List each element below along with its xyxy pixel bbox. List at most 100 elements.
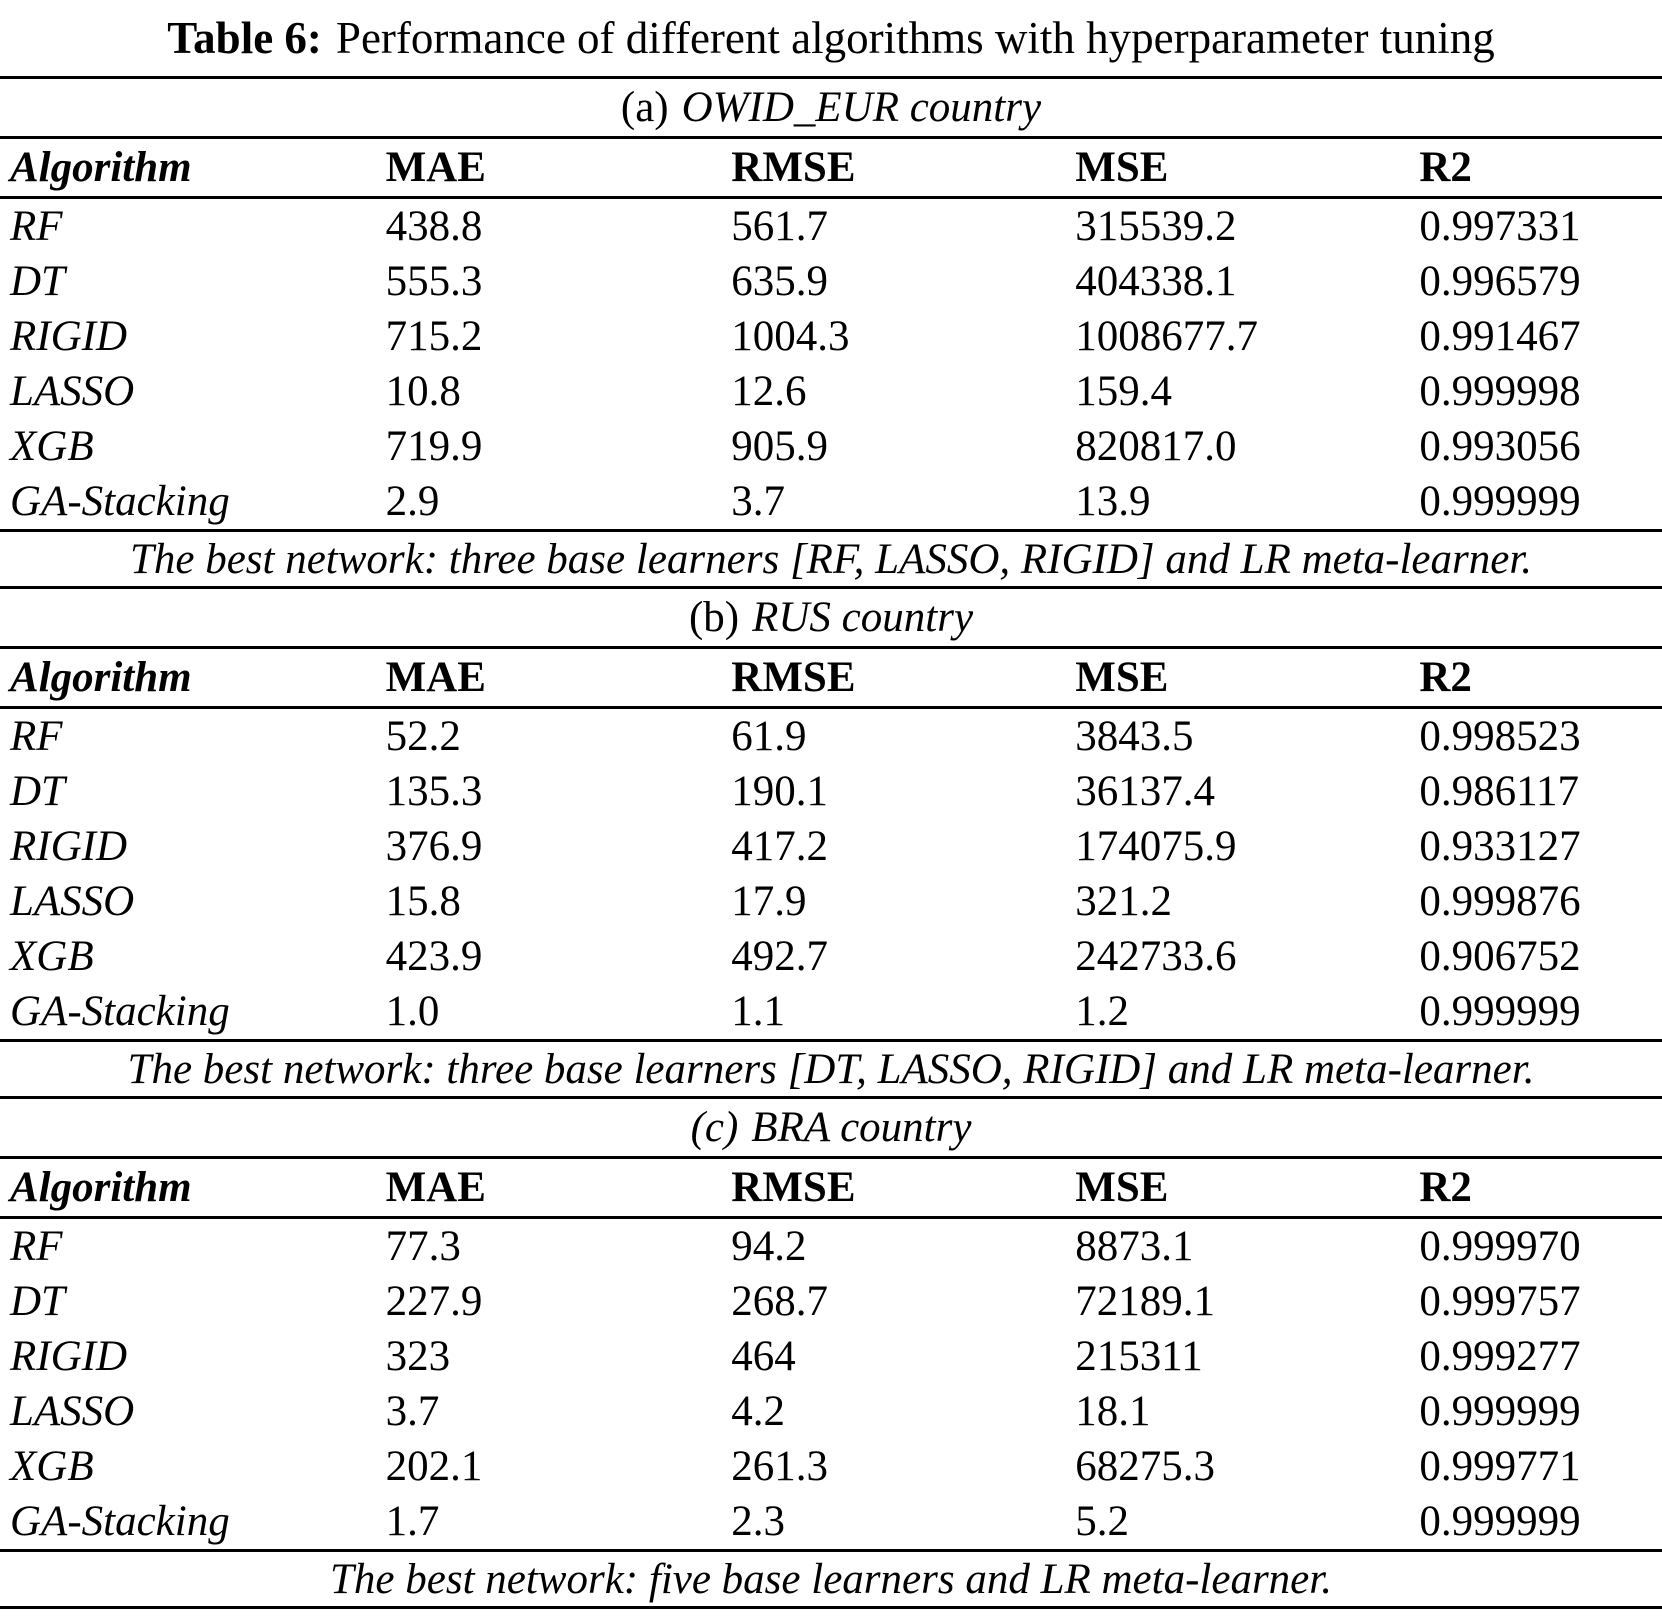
cell-r2: 0.993056 — [1419, 423, 1581, 470]
cell-rmse: 4.2 — [731, 1388, 786, 1435]
cell-r2: 0.999876 — [1419, 878, 1581, 925]
cell-r2: 0.999771 — [1419, 1443, 1581, 1490]
table-row: DT 135.3 190.1 36137.4 0.986117 — [0, 764, 1662, 819]
cell-r2: 0.991467 — [1419, 313, 1581, 360]
cell-mse: 159.4 — [1075, 368, 1173, 415]
cell-rmse: 261.3 — [731, 1443, 829, 1490]
table-title: Table 6: Performance of different algorit… — [0, 0, 1662, 76]
header-row: Algorithm MAE RMSE MSE R2 — [0, 139, 1662, 199]
rule-top — [0, 76, 1662, 79]
column-header-rmse: RMSE — [731, 139, 1076, 199]
cell-mse: 72189.1 — [1075, 1278, 1216, 1325]
cell-algorithm: RF — [10, 203, 63, 250]
cell-r2: 0.906752 — [1419, 933, 1581, 980]
cell-rmse: 561.7 — [731, 203, 829, 250]
cell-mse: 68275.3 — [1075, 1443, 1216, 1490]
table-title-label: Table 6: — [167, 13, 322, 63]
cell-rmse: 905.9 — [731, 423, 829, 470]
cell-rmse: 3.7 — [731, 478, 786, 525]
table-row: DT 555.3 635.9 404338.1 0.996579 — [0, 254, 1662, 309]
rule — [0, 646, 1662, 649]
cell-algorithm: XGB — [10, 933, 94, 980]
cell-rmse: 1004.3 — [731, 313, 850, 360]
table-row: RIGID 715.2 1004.3 1008677.7 0.991467 — [0, 309, 1662, 364]
cell-algorithm: DT — [10, 1278, 65, 1325]
cell-r2: 0.996579 — [1419, 258, 1581, 305]
cell-r2: 0.999999 — [1419, 1388, 1581, 1435]
table-row: GA-Stacking 1.7 2.3 5.2 0.999999 — [0, 1494, 1662, 1549]
column-header-rmse: RMSE — [731, 649, 1076, 709]
cell-algorithm: RIGID — [10, 1333, 128, 1380]
table-row: RIGID 376.9 417.2 174075.9 0.933127 — [0, 819, 1662, 874]
cell-mae: 719.9 — [385, 423, 483, 470]
column-header-mae: MAE — [385, 139, 732, 199]
cell-rmse: 268.7 — [731, 1278, 829, 1325]
cell-rmse: 1.1 — [731, 988, 786, 1035]
cell-mae: 15.8 — [385, 878, 461, 925]
cell-algorithm: RF — [10, 1223, 63, 1270]
cell-algorithm: RF — [10, 713, 63, 760]
cell-r2: 0.999999 — [1419, 1498, 1581, 1545]
cell-mse: 315539.2 — [1075, 203, 1237, 250]
cell-mse: 5.2 — [1075, 1498, 1130, 1545]
cell-mse: 8873.1 — [1075, 1223, 1194, 1270]
cell-r2: 0.999277 — [1419, 1333, 1581, 1380]
rule-bottom — [0, 1606, 1662, 1609]
table-row: RF 52.2 61.9 3843.5 0.998523 — [0, 708, 1662, 765]
cell-mae: 376.9 — [385, 823, 483, 870]
subtable-c-footnote: The best network: five base learners and… — [330, 1555, 1332, 1603]
cell-algorithm: GA-Stacking — [10, 1498, 230, 1545]
column-header-r2: R2 — [1419, 139, 1662, 199]
rule — [0, 1039, 1662, 1042]
cell-mse: 174075.9 — [1075, 823, 1237, 870]
cell-rmse: 492.7 — [731, 933, 829, 980]
subtable-c-caption-index: (c) — [690, 1104, 739, 1151]
cell-mse: 820817.0 — [1075, 423, 1237, 470]
subtable-c: (c) BRA country Algorithm MAE RMSE MSE R… — [0, 1099, 1662, 1609]
subtable-a-caption: (a) OWID_EUR country — [0, 79, 1662, 136]
subtable-a-footnote: The best network: three base learners [R… — [129, 535, 1533, 583]
cell-mae: 2.9 — [385, 478, 440, 525]
cell-algorithm: XGB — [10, 423, 94, 470]
cell-mse: 13.9 — [1075, 478, 1151, 525]
cell-mae: 423.9 — [385, 933, 483, 980]
cell-rmse: 417.2 — [731, 823, 829, 870]
column-header-algorithm: Algorithm — [0, 139, 386, 199]
rule — [0, 1156, 1662, 1159]
cell-rmse: 635.9 — [731, 258, 829, 305]
table-row: RF 438.8 561.7 315539.2 0.997331 — [0, 198, 1662, 255]
cell-rmse: 2.3 — [731, 1498, 786, 1545]
cell-rmse: 94.2 — [731, 1223, 807, 1270]
cell-mae: 1.7 — [385, 1498, 440, 1545]
subtable-a-caption-title: OWID_EUR country — [681, 84, 1042, 131]
cell-mae: 135.3 — [385, 768, 483, 815]
cell-r2: 0.998523 — [1419, 713, 1581, 760]
table-row: LASSO 10.8 12.6 159.4 0.999998 — [0, 364, 1662, 419]
subtable-a: (a) OWID_EUR country Algorithm MAE RMSE … — [0, 79, 1662, 589]
cell-rmse: 12.6 — [731, 368, 807, 415]
cell-algorithm: LASSO — [10, 878, 135, 925]
table-row: LASSO 3.7 4.2 18.1 0.999999 — [0, 1384, 1662, 1439]
cell-r2: 0.999970 — [1419, 1223, 1581, 1270]
cell-mae: 77.3 — [385, 1223, 461, 1270]
cell-mae: 438.8 — [385, 203, 483, 250]
column-header-mse: MSE — [1075, 649, 1420, 709]
table-row: RIGID 323 464 215311 0.999277 — [0, 1329, 1662, 1384]
cell-mse: 321.2 — [1075, 878, 1173, 925]
cell-mae: 1.0 — [385, 988, 440, 1035]
subtable-b-caption: (b) RUS country — [0, 589, 1662, 646]
cell-algorithm: RIGID — [10, 823, 128, 870]
table-row: RF 77.3 94.2 8873.1 0.999970 — [0, 1218, 1662, 1275]
column-header-rmse: RMSE — [731, 1159, 1076, 1219]
subtable-b-caption-index: (b) — [688, 594, 740, 641]
subtable-b: (b) RUS country Algorithm MAE RMSE MSE R… — [0, 589, 1662, 1099]
cell-algorithm: DT — [10, 768, 65, 815]
rule — [0, 1096, 1662, 1099]
subtable-c-caption-title: BRA country — [751, 1104, 972, 1151]
column-header-mse: MSE — [1075, 1159, 1420, 1219]
cell-r2: 0.997331 — [1419, 203, 1581, 250]
cell-rmse: 17.9 — [731, 878, 807, 925]
subtable-c-caption: (c) BRA country — [0, 1099, 1662, 1156]
cell-algorithm: GA-Stacking — [10, 478, 230, 525]
